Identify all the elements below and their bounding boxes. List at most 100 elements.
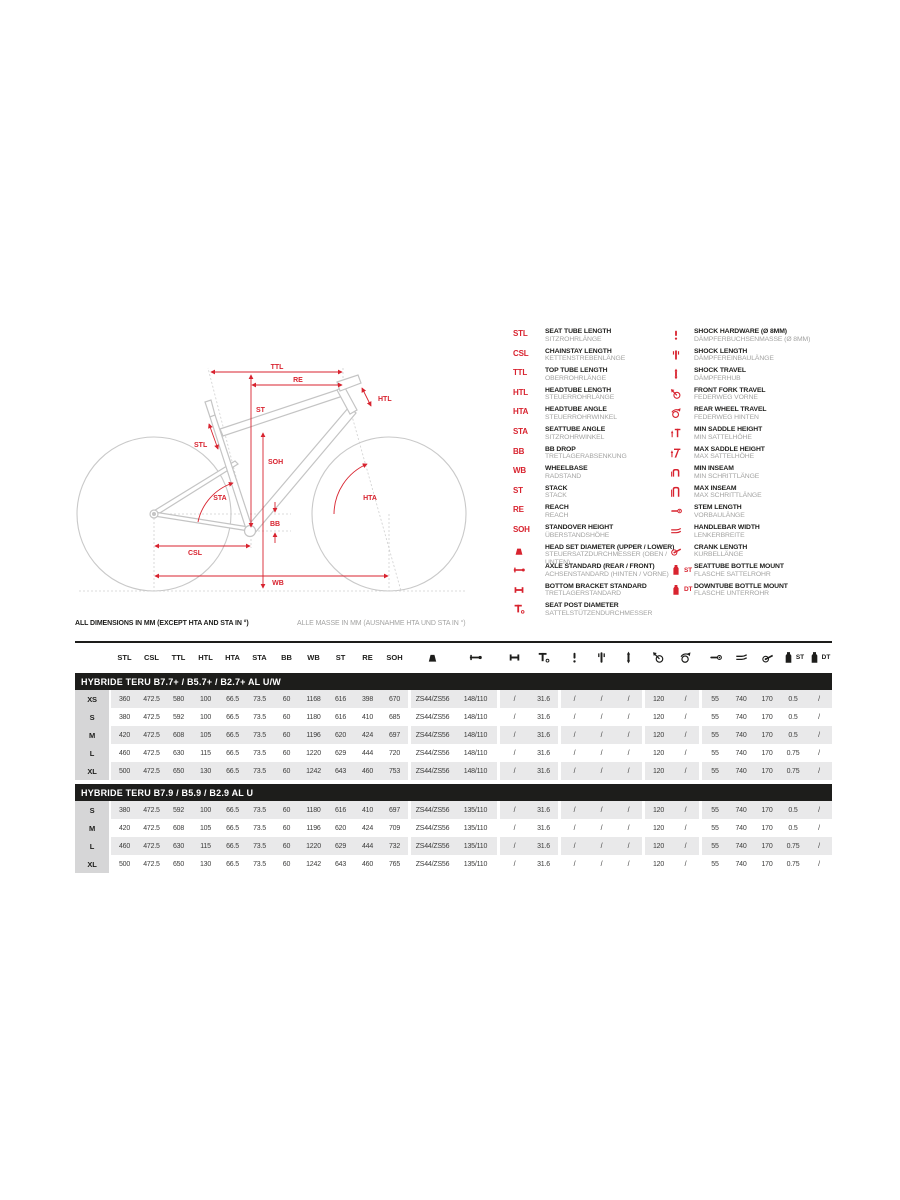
table-cell: 1180 — [300, 708, 327, 726]
table-cell: 73.5 — [246, 855, 273, 873]
table-cell: / — [806, 762, 832, 780]
label-sta: STA — [213, 495, 226, 502]
shock-travel-icon — [670, 368, 682, 380]
table-cell: / — [588, 726, 615, 744]
table-cell: 1168 — [300, 690, 327, 708]
table-cell: 1242 — [300, 762, 327, 780]
legend-label: STACK — [545, 484, 568, 492]
table-cell: 616 — [327, 801, 354, 819]
legend-abbr: CSL — [513, 348, 529, 358]
table-cell: 650 — [165, 855, 192, 873]
table-cell: / — [615, 708, 642, 726]
legend-item: SEAT POST DIAMETER SATTELSTÜTZENDURCHMESS… — [513, 602, 678, 622]
legend-label: MAX SADDLE HEIGHT — [694, 445, 765, 453]
max-inseam-icon — [670, 486, 682, 498]
table-cell: 720 — [381, 744, 408, 762]
legend-label: SHOCK LENGTH — [694, 347, 748, 355]
legend-icon-cell — [670, 465, 694, 478]
table-cell: / — [806, 744, 832, 762]
table-cell: 1180 — [300, 801, 327, 819]
table-cell: ZS44/ZS56 — [411, 801, 454, 819]
legend-icon-cell — [670, 504, 694, 517]
legend-sublabel: DÄMPFEREINBAULÄNGE — [694, 355, 774, 363]
table-cell: / — [588, 708, 615, 726]
table-cell: 472.5 — [138, 837, 165, 855]
table-cell: 630 — [165, 837, 192, 855]
table-cell: 460 — [354, 855, 381, 873]
legend-icon-text: DT — [684, 586, 693, 594]
legend-item: WB WHEELBASE RADSTAND — [513, 465, 678, 485]
legend-icon-cell — [670, 348, 694, 361]
legend-icon-cell: DT — [670, 583, 694, 596]
axle-icon — [469, 651, 482, 664]
legend-sublabel: MIN SATTELHÖHE — [694, 433, 752, 441]
table-cell: 120 — [645, 801, 672, 819]
table-cell: 460 — [111, 744, 138, 762]
table-row-xl: XL 500 472.5 650 130 66.5 73.5 60 1242 643 460 765 Z… — [75, 855, 832, 873]
table-cell: 472.5 — [138, 819, 165, 837]
table-cell: 55 — [702, 819, 728, 837]
handlebar-icon — [735, 651, 748, 664]
table-cell: 753 — [381, 762, 408, 780]
header-icon-text: DT — [821, 654, 831, 661]
table-cell: / — [806, 726, 832, 744]
legend-label: BOTTOM BRACKET STANDARD — [545, 582, 647, 590]
legend-label: SEATTUBE ANGLE — [545, 425, 606, 433]
legend-label: HEAD SET DIAMETER (UPPER / LOWER) — [545, 543, 675, 551]
table-cell: 170 — [754, 690, 780, 708]
table-cell: 148/110 — [454, 762, 497, 780]
table-cell: 460 — [354, 762, 381, 780]
table-cell: 73.5 — [246, 726, 273, 744]
spec-table: STL CSL TTL HTL HTA STA BB WB ST RE SOH ST DT HYBRIDE… — [75, 643, 832, 876]
table-cell: 472.5 — [138, 744, 165, 762]
axle-icon — [513, 564, 525, 576]
shock-hardware-icon — [670, 329, 682, 341]
bottom-bracket-icon — [513, 584, 525, 596]
table-cell: / — [561, 690, 588, 708]
bottle-icon — [670, 564, 682, 576]
table-cell: 608 — [165, 819, 192, 837]
header-cell-soh: SOH — [386, 653, 403, 662]
header-cell-handlebar — [728, 651, 754, 664]
table-cell: 685 — [381, 708, 408, 726]
table-cell: / — [588, 837, 615, 855]
legend-sublabel: FLASCHE SATTELROHR — [694, 570, 771, 578]
legend-label: DOWNTUBE BOTTLE MOUNT — [694, 582, 788, 590]
table-cell: 740 — [728, 726, 754, 744]
table-cell: 170 — [754, 726, 780, 744]
table-cell: 31.6 — [529, 762, 558, 780]
dimension-lines — [154, 369, 389, 589]
size-cell: S — [75, 801, 109, 819]
table-cell: 420 — [111, 726, 138, 744]
table-cell: 472.5 — [138, 708, 165, 726]
table-cell: 620 — [327, 726, 354, 744]
min-inseam-icon — [670, 466, 682, 478]
table-cell: 0.75 — [780, 837, 806, 855]
table-cell: 66.5 — [219, 855, 246, 873]
size-cell: M — [75, 819, 109, 837]
table-cell: 740 — [728, 801, 754, 819]
table-cell: 500 — [111, 762, 138, 780]
legend-icon-cell — [670, 367, 694, 380]
header-cell-headset — [411, 651, 454, 664]
shock-travel-icon — [622, 651, 635, 664]
label-csl: CSL — [188, 550, 203, 557]
legend-icon-cell — [670, 544, 694, 557]
header-icon-text: ST — [795, 654, 805, 661]
legend-label: STEM LENGTH — [694, 504, 742, 512]
fork-travel-icon — [670, 388, 682, 400]
legend-item: AXLE STANDARD (REAR / FRONT) ACHSENSTANDA… — [513, 563, 678, 583]
table-cell: 115 — [192, 744, 219, 762]
legend-item: CSL CHAINSTAY LENGTH KETTENSTREBENLÄNGE — [513, 348, 678, 368]
table-cell: / — [615, 837, 642, 855]
table-cell: 135/110 — [454, 837, 497, 855]
table-cell: 170 — [754, 708, 780, 726]
header-cell-stl: STL — [117, 653, 132, 662]
legend-sublabel: STEUERROHRWINKEL — [545, 413, 617, 421]
legend-item: TTL TOP TUBE LENGTH OBERROHRLÄNGE — [513, 367, 678, 387]
table-cell: / — [561, 744, 588, 762]
table-row-s: S 380 472.5 592 100 66.5 73.5 60 1180 616 410 685 ZS… — [75, 708, 832, 726]
table-cell: 424 — [354, 819, 381, 837]
table-cell: 0.75 — [780, 744, 806, 762]
table-cell: / — [588, 690, 615, 708]
